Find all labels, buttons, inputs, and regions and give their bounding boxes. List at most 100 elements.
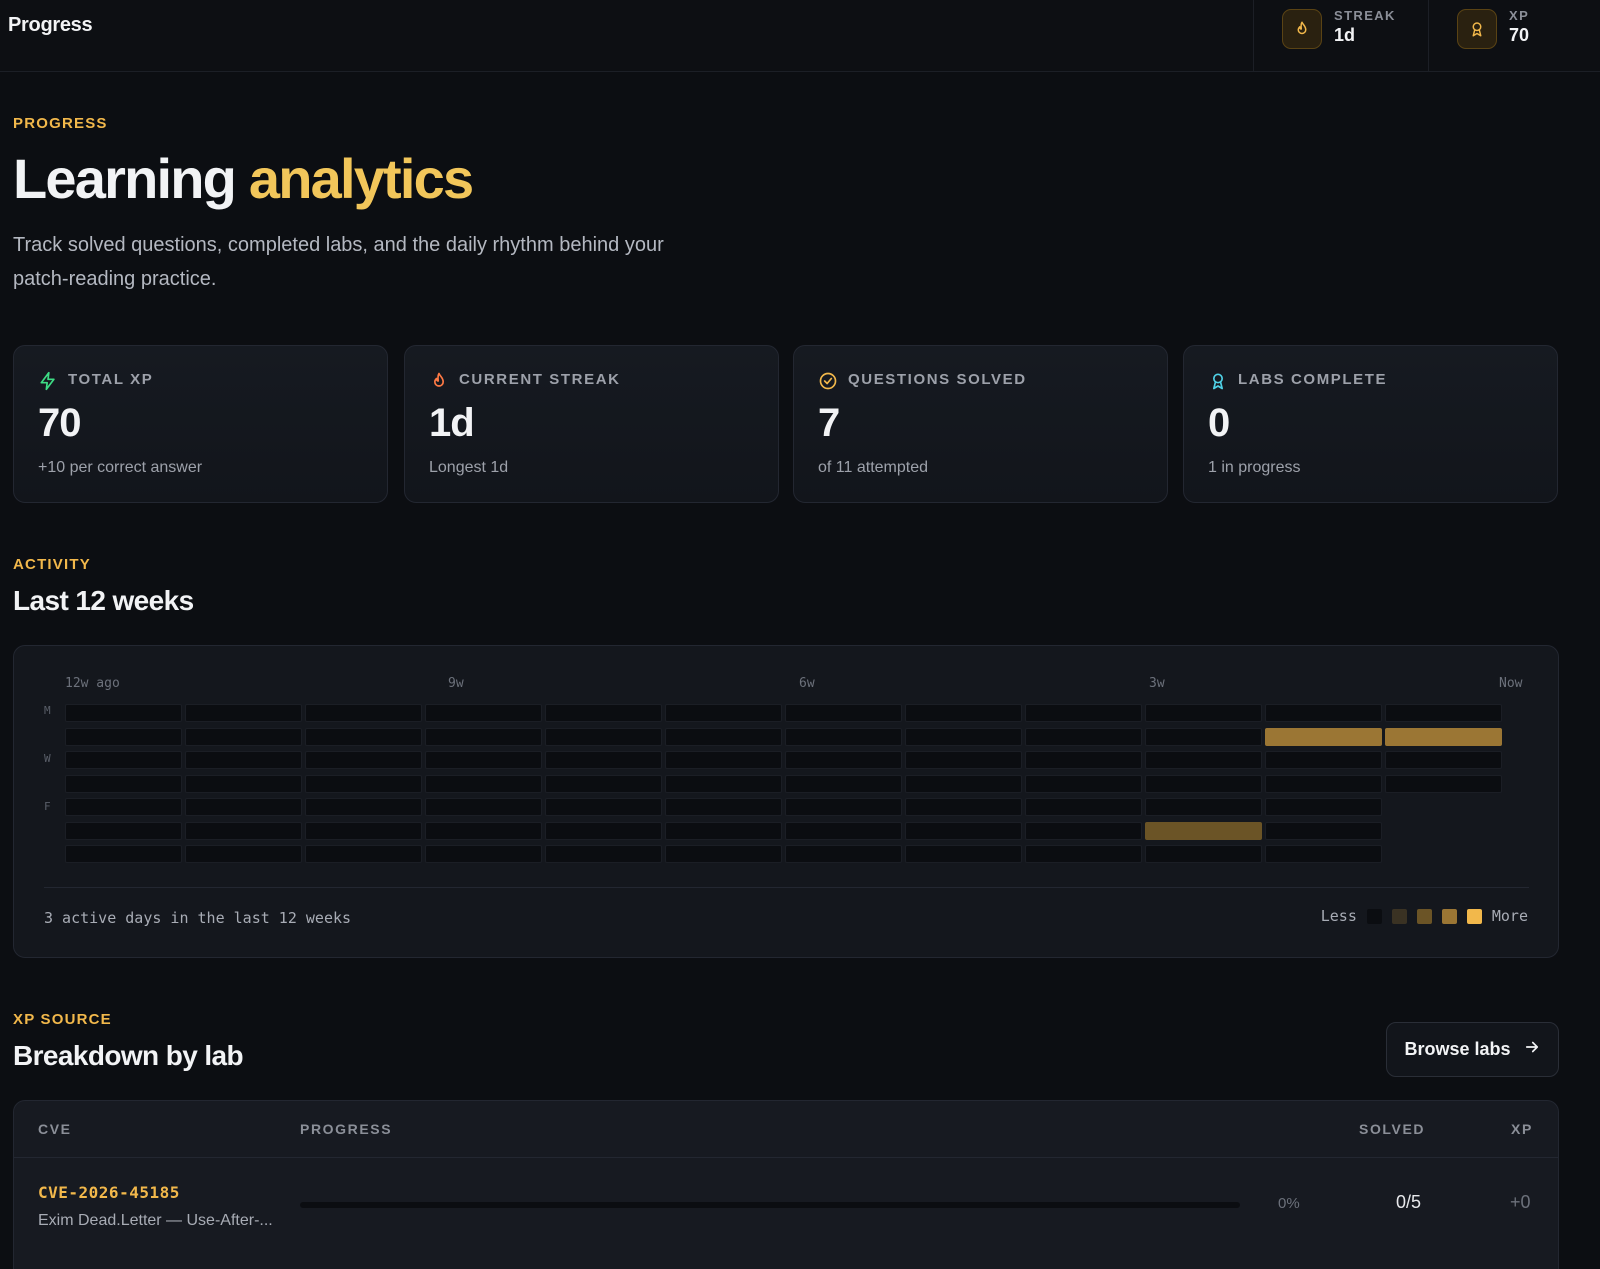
arrow-right-icon <box>1523 1038 1541 1061</box>
top-bar: Progress STREAK 1d XP 70 <box>0 0 1600 72</box>
heatmap-cell <box>785 774 902 793</box>
heatmap-cell <box>425 774 542 793</box>
heatmap-cell <box>185 727 302 746</box>
divider <box>44 887 1529 888</box>
check-circle-icon <box>818 371 838 391</box>
heatmap-cell <box>545 845 662 863</box>
bolt-icon <box>38 371 58 391</box>
week-tick: 6w <box>799 676 815 691</box>
legend-swatch <box>1391 908 1407 924</box>
heatmap-cell <box>1265 821 1382 840</box>
heatmap-cell <box>1265 798 1382 816</box>
day-label: W <box>44 752 51 765</box>
streak-value: 1d <box>1334 25 1356 45</box>
heatmap-cell <box>65 727 182 746</box>
heatmap-cell <box>425 727 542 746</box>
heatmap-cell <box>665 798 782 816</box>
legend-swatch <box>1366 908 1382 924</box>
stat-card-current-streak: CURRENT STREAK 1d Longest 1d <box>404 345 779 503</box>
week-tick: 12w ago <box>65 676 120 691</box>
heatmap-cell <box>1025 727 1142 746</box>
heatmap-cell <box>1265 727 1382 746</box>
browse-labs-button[interactable]: Browse labs <box>1386 1022 1559 1077</box>
heatmap-cell <box>305 845 422 863</box>
lab-name: Exim Dead.Letter — Use-After-... <box>38 1212 273 1229</box>
heatmap-cell <box>425 704 542 722</box>
heatmap-cell <box>1025 751 1142 769</box>
heatmap-cell <box>185 751 302 769</box>
stat-subtext: 1 in progress <box>1208 459 1301 476</box>
heatmap-cell <box>65 798 182 816</box>
hero-description: Track solved questions, completed labs, … <box>13 234 664 290</box>
column-header-xp: XP <box>1511 1121 1533 1137</box>
heatmap-cell <box>65 751 182 769</box>
heatmap-cell <box>425 821 542 840</box>
progress-eyebrow: PROGRESS <box>13 115 108 132</box>
heatmap-cell <box>665 727 782 746</box>
legend-swatch <box>1466 908 1482 924</box>
heatmap-cell <box>1025 774 1142 793</box>
heatmap-cell <box>185 798 302 816</box>
heatmap-cell <box>305 751 422 769</box>
heatmap-cell <box>1265 704 1382 722</box>
streak-indicator: STREAK 1d <box>1253 0 1429 71</box>
stat-subtext: +10 per correct answer <box>38 459 203 476</box>
heatmap-cell <box>1145 751 1262 769</box>
heatmap-cell <box>185 774 302 793</box>
legend-less-label: Less <box>1320 907 1357 925</box>
heatmap-cell <box>545 751 662 769</box>
heatmap-cell <box>1265 751 1382 769</box>
heatmap-cell <box>785 727 902 746</box>
heatmap-cell <box>785 798 902 816</box>
hero-title: Learning analytics <box>13 146 474 211</box>
heatmap-cell <box>1145 727 1262 746</box>
hero-title-main: Learning <box>13 147 237 210</box>
heatmap-legend: Less More <box>1321 907 1528 925</box>
heatmap-cell <box>305 821 422 840</box>
heatmap-cell <box>905 774 1022 793</box>
heatmap-cell <box>305 798 422 816</box>
streak-label: STREAK <box>1334 8 1396 23</box>
heatmap-cell <box>1385 727 1502 746</box>
xp-label: XP <box>1509 8 1530 23</box>
stat-label: LABS COMPLETE <box>1238 371 1388 388</box>
activity-title: Last 12 weeks <box>13 585 194 616</box>
heatmap-cell <box>545 821 662 840</box>
heatmap-cell <box>425 798 542 816</box>
heatmap-cell <box>185 845 302 863</box>
heatmap-cell <box>1025 845 1142 863</box>
heatmap-cell <box>545 798 662 816</box>
heatmap-cell <box>785 704 902 722</box>
heatmap-cell <box>665 751 782 769</box>
activity-heatmap: 12w ago 9w 6w 3w Now M W F 3 active days… <box>13 645 1559 958</box>
stat-card-total-xp: TOTAL XP 70 +10 per correct answer <box>13 345 388 503</box>
heatmap-cell <box>1025 798 1142 816</box>
heatmap-cell <box>1265 845 1382 863</box>
heatmap-cell <box>785 845 902 863</box>
heatmap-cell <box>665 704 782 722</box>
legend-swatches <box>1366 908 1482 924</box>
flame-icon <box>429 371 449 391</box>
activity-eyebrow: ACTIVITY <box>13 556 91 573</box>
heatmap-cell <box>425 845 542 863</box>
legend-more-label: More <box>1491 907 1528 925</box>
week-tick: 3w <box>1149 676 1165 691</box>
stat-label: CURRENT STREAK <box>459 371 621 388</box>
stat-value: 1d <box>429 401 475 445</box>
xp-source-eyebrow: XP SOURCE <box>13 1011 112 1028</box>
heatmap-cell <box>545 704 662 722</box>
legend-swatch <box>1416 908 1432 924</box>
hero-title-accent: analytics <box>248 147 474 210</box>
breakdown-title: Breakdown by lab <box>13 1040 244 1071</box>
heatmap-cell <box>305 774 422 793</box>
stat-card-questions-solved: QUESTIONS SOLVED 7 of 11 attempted <box>793 345 1168 503</box>
heatmap-cell <box>305 727 422 746</box>
column-header-cve: CVE <box>38 1121 72 1137</box>
flame-icon <box>1282 9 1322 49</box>
heatmap-cell <box>1385 751 1502 769</box>
table-row[interactable]: CVE-2026-45185 Exim Dead.Letter — Use-Af… <box>14 1158 1558 1258</box>
heatmap-cell <box>665 845 782 863</box>
heatmap-cell <box>905 704 1022 722</box>
heatmap-cell <box>305 704 422 722</box>
xp-value: 70 <box>1509 25 1530 45</box>
